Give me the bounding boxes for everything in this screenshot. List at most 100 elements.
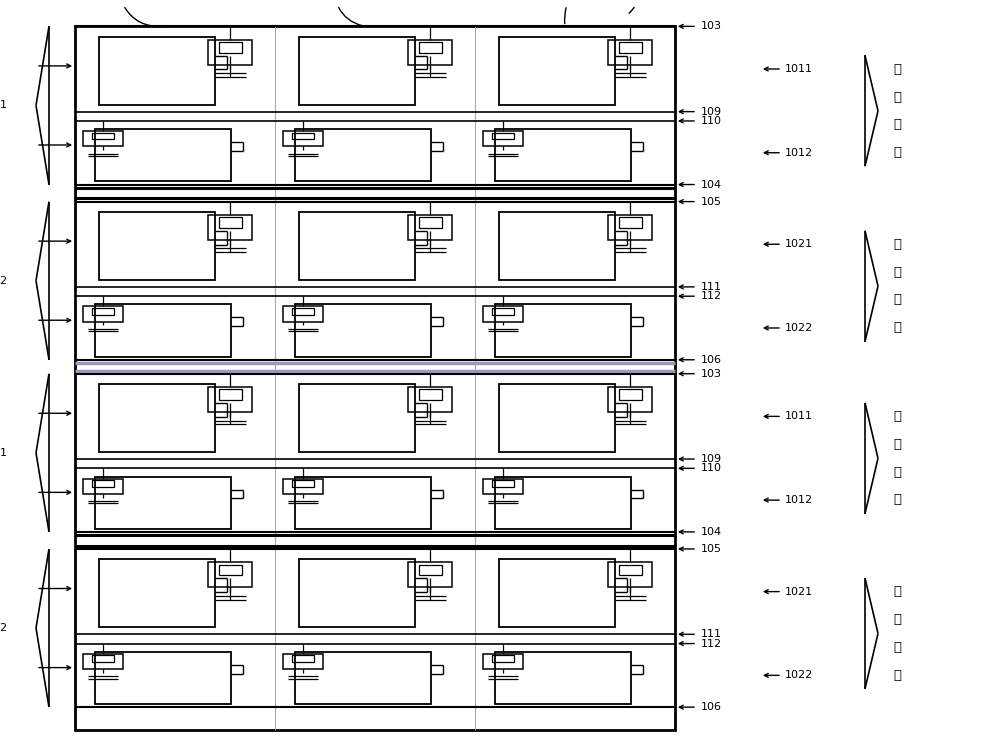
Bar (495, 477, 631, 529)
Bar (283, 306, 323, 322)
Text: 111: 111 (701, 630, 722, 639)
Text: 102: 102 (0, 623, 8, 633)
Bar (219, 565, 242, 575)
Bar (75, 26, 675, 730)
Bar (99, 212, 215, 280)
Bar (299, 212, 415, 280)
Bar (492, 308, 514, 315)
Bar (408, 562, 452, 587)
Bar (292, 480, 314, 486)
Bar (92, 308, 114, 315)
Text: 105: 105 (701, 197, 722, 206)
Text: 1012: 1012 (785, 495, 813, 505)
Bar (299, 384, 415, 453)
Text: 110: 110 (701, 116, 722, 126)
Bar (299, 37, 415, 105)
Bar (283, 478, 323, 494)
Bar (92, 655, 114, 662)
Bar (483, 478, 523, 494)
Bar (492, 133, 514, 139)
Text: 112: 112 (701, 639, 722, 648)
Text: 1021: 1021 (785, 239, 813, 249)
Bar (83, 131, 123, 146)
Text: 1021: 1021 (785, 587, 813, 596)
Text: 105: 105 (701, 544, 722, 554)
Text: 左: 左 (893, 62, 901, 76)
Bar (408, 215, 452, 240)
Bar (95, 477, 231, 529)
Text: 右: 右 (893, 238, 901, 251)
Bar (483, 131, 523, 146)
Text: 106: 106 (701, 355, 722, 364)
Bar (219, 389, 242, 400)
Text: 10: 10 (629, 0, 646, 14)
Bar (419, 565, 442, 575)
Bar (99, 559, 215, 627)
Bar (499, 212, 615, 280)
Text: 104: 104 (701, 179, 722, 190)
Bar (495, 652, 631, 704)
Bar (483, 654, 523, 669)
Text: 1012: 1012 (785, 148, 813, 157)
Bar (419, 389, 442, 400)
Text: 101: 101 (0, 448, 8, 458)
Text: 1011: 1011 (785, 411, 813, 422)
Bar (219, 42, 242, 53)
Text: 右: 右 (893, 585, 901, 599)
Text: 图: 图 (893, 118, 901, 131)
Bar (95, 304, 231, 357)
Text: 图: 图 (893, 465, 901, 479)
Text: 102: 102 (0, 276, 8, 285)
Bar (92, 133, 114, 139)
Bar (608, 215, 652, 240)
Bar (99, 384, 215, 453)
Bar (295, 304, 431, 357)
Text: 1022: 1022 (785, 670, 813, 681)
Bar (419, 218, 442, 228)
Bar (499, 559, 615, 627)
Text: 110: 110 (701, 463, 722, 474)
Bar (292, 308, 314, 315)
Text: 眼: 眼 (893, 90, 901, 103)
Bar (283, 654, 323, 669)
Text: 眼: 眼 (893, 613, 901, 626)
Bar (83, 306, 123, 322)
Bar (219, 218, 242, 228)
Bar (499, 37, 615, 105)
Bar (295, 652, 431, 704)
Bar (292, 133, 314, 139)
Bar (208, 215, 252, 240)
Text: 像: 像 (893, 146, 901, 159)
Text: 图: 图 (893, 641, 901, 654)
Bar (408, 40, 452, 65)
Bar (495, 130, 631, 181)
Text: 108: 108 (109, 0, 162, 26)
Bar (608, 40, 652, 65)
Text: 1011: 1011 (785, 64, 813, 74)
Text: 像: 像 (893, 493, 901, 506)
Bar (608, 562, 652, 587)
Bar (619, 42, 642, 53)
Text: 眼: 眼 (893, 266, 901, 279)
Bar (492, 480, 514, 486)
Text: 像: 像 (893, 669, 901, 681)
Text: 眼: 眼 (893, 438, 901, 451)
Text: 1022: 1022 (785, 323, 813, 333)
Text: 左: 左 (893, 410, 901, 423)
Bar (499, 384, 615, 453)
Bar (619, 218, 642, 228)
Bar (83, 478, 123, 494)
Text: 104: 104 (701, 527, 722, 537)
Bar (283, 131, 323, 146)
Bar (483, 306, 523, 322)
Text: 113: 113 (560, 0, 580, 23)
Text: 103: 103 (701, 21, 722, 32)
Bar (408, 387, 452, 412)
Text: 112: 112 (701, 291, 722, 301)
Text: 101: 101 (0, 100, 8, 111)
Bar (95, 652, 231, 704)
Bar (99, 37, 215, 105)
Text: 103: 103 (701, 369, 722, 379)
Text: 106: 106 (701, 702, 722, 712)
Bar (295, 477, 431, 529)
